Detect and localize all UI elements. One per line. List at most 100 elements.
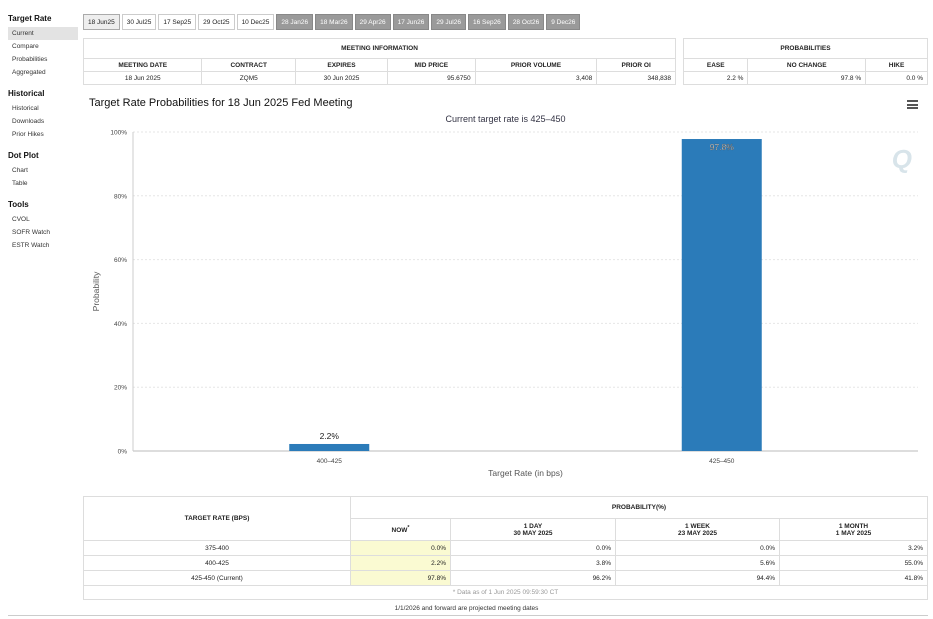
sidebar-section-tools: Tools CVOL SOFR Watch ESTR Watch bbox=[8, 200, 78, 252]
sidebar-item-probabilities[interactable]: Probabilities bbox=[12, 56, 48, 63]
tab-9-dec26[interactable]: 9 Dec26 bbox=[546, 14, 581, 30]
col-ease: EASE bbox=[682, 58, 749, 72]
bar bbox=[289, 443, 370, 451]
prior-volume-value: 3,408 bbox=[474, 71, 598, 85]
tab-29-apr26[interactable]: 29 Apr26 bbox=[354, 14, 391, 30]
meeting-date-value: 18 Jun 2025 bbox=[82, 71, 203, 85]
y-tick-label: 40% bbox=[114, 321, 127, 328]
q-logo: Q bbox=[891, 144, 912, 174]
col-prior-oi: PRIOR OI bbox=[596, 58, 676, 72]
probability-table: TARGET RATE (BPS) PROBABILITY(%) NOW* 1 … bbox=[83, 496, 928, 600]
y-tick-label: 80% bbox=[114, 193, 127, 200]
col-1-week-label: 1 WEEK bbox=[685, 522, 710, 530]
contract-value: ZQM5 bbox=[201, 71, 296, 85]
sidebar-item-historical[interactable]: Historical bbox=[12, 105, 39, 112]
col-now-mark: * bbox=[407, 524, 410, 531]
y-tick-label: 20% bbox=[114, 385, 127, 392]
col-no-change: NO CHANGE bbox=[747, 58, 867, 72]
tab-16-sep26[interactable]: 16 Sep26 bbox=[467, 14, 506, 30]
col-meeting-date: MEETING DATE bbox=[82, 58, 203, 72]
table-row: 18 Jun 2025 ZQM5 30 Jun 2025 95.6750 3,4… bbox=[82, 71, 676, 85]
meeting-information-table: MEETING INFORMATION MEETING DATE CONTRAC… bbox=[82, 38, 676, 85]
y-tick-label: 60% bbox=[114, 257, 127, 264]
col-target-rate: TARGET RATE (BPS) bbox=[83, 496, 351, 541]
tab-28-oct26[interactable]: 28 Oct26 bbox=[507, 14, 545, 30]
day-cell: 96.2% bbox=[450, 570, 616, 586]
data-as-of-note: * Data as of 1 Jun 2025 09:59:30 CT bbox=[83, 585, 928, 600]
day-cell: 0.0% bbox=[450, 540, 616, 556]
col-1-month-date: 1 MAY 2025 bbox=[835, 529, 872, 537]
sidebar-item-compare[interactable]: Compare bbox=[12, 43, 39, 50]
col-hike: HIKE bbox=[865, 58, 928, 72]
sidebar-section-historical: Historical Historical Downloads Prior Hi… bbox=[8, 89, 78, 141]
week-cell: 94.4% bbox=[615, 570, 780, 586]
projected-dates-footnote: 1/1/2026 and forward are projected meeti… bbox=[394, 605, 539, 612]
sidebar-title-tools: Tools bbox=[8, 200, 29, 209]
col-1-day-label: 1 DAY bbox=[523, 522, 543, 530]
col-probability-group: PROBABILITY(%) bbox=[350, 496, 928, 519]
ease-value: 2.2 % bbox=[682, 71, 749, 85]
sidebar: Target Rate Current Compare Probabilitie… bbox=[8, 14, 78, 262]
sidebar-title-dot-plot: Dot Plot bbox=[8, 151, 39, 160]
tab-17-jun26[interactable]: 17 Jun26 bbox=[392, 14, 430, 30]
tab-17-sep25[interactable]: 17 Sep25 bbox=[158, 14, 197, 30]
sidebar-title-target-rate: Target Rate bbox=[8, 14, 52, 23]
sidebar-item-estr-watch[interactable]: ESTR Watch bbox=[12, 242, 50, 249]
col-contract: CONTRACT bbox=[201, 58, 296, 72]
tab-10-dec25[interactable]: 10 Dec25 bbox=[236, 14, 275, 30]
month-cell: 55.0% bbox=[779, 555, 928, 571]
tab-28-jan26[interactable]: 28 Jan26 bbox=[276, 14, 314, 30]
col-1-day-date: 30 MAY 2025 bbox=[513, 529, 553, 537]
tab-29-jul26[interactable]: 29 Jul26 bbox=[431, 14, 466, 30]
bar-data-label: 97.8% bbox=[710, 142, 735, 152]
sidebar-item-cvol[interactable]: CVOL bbox=[12, 216, 30, 223]
meeting-information-heading: MEETING INFORMATION bbox=[83, 38, 676, 59]
now-cell: 2.2% bbox=[350, 555, 451, 571]
tab-29-oct25[interactable]: 29 Oct25 bbox=[198, 14, 235, 30]
table-row: 2.2 % 97.8 % 0.0 % bbox=[682, 71, 928, 85]
day-cell: 3.8% bbox=[450, 555, 616, 571]
x-tick-label: 400–425 bbox=[317, 458, 343, 465]
table-row: 425-450 (Current) 97.8% 96.2% 94.4% 41.8… bbox=[83, 570, 928, 586]
col-1-week-date: 23 MAY 2025 bbox=[677, 529, 718, 537]
x-axis-label: Target Rate (in bps) bbox=[488, 468, 563, 478]
footer-divider bbox=[8, 615, 928, 616]
sidebar-item-chart[interactable]: Chart bbox=[12, 167, 28, 174]
col-1-week: 1 WEEK 23 MAY 2025 bbox=[615, 518, 780, 541]
sidebar-section-target-rate: Target Rate Current Compare Probabilitie… bbox=[8, 14, 78, 79]
tab-18-jun25[interactable]: 18 Jun25 bbox=[83, 14, 120, 30]
col-now: NOW* bbox=[350, 518, 451, 541]
week-cell: 5.6% bbox=[615, 555, 780, 571]
month-cell: 3.2% bbox=[779, 540, 928, 556]
sidebar-item-prior-hikes[interactable]: Prior Hikes bbox=[12, 131, 44, 138]
now-cell: 97.8% bbox=[350, 570, 451, 586]
tab-18-mar26[interactable]: 18 Mar26 bbox=[315, 14, 353, 30]
sidebar-item-aggregated[interactable]: Aggregated bbox=[12, 69, 46, 76]
rate-cell: 425-450 (Current) bbox=[83, 570, 351, 586]
col-prior-volume: PRIOR VOLUME bbox=[474, 58, 598, 72]
meeting-date-tabs: 18 Jun25 30 Jul25 17 Sep25 29 Oct25 10 D… bbox=[83, 14, 581, 30]
hike-value: 0.0 % bbox=[865, 71, 928, 85]
bar-data-label: 2.2% bbox=[320, 431, 340, 441]
probabilities-heading: PROBABILITIES bbox=[683, 38, 928, 59]
col-1-month: 1 MONTH 1 MAY 2025 bbox=[779, 518, 928, 541]
probabilities-table: PROBABILITIES EASE NO CHANGE HIKE 2.2 % … bbox=[682, 38, 928, 85]
sidebar-item-current[interactable]: Current bbox=[8, 27, 78, 40]
col-expires: EXPIRES bbox=[294, 58, 389, 72]
col-now-label: NOW bbox=[391, 527, 408, 535]
col-1-day: 1 DAY 30 MAY 2025 bbox=[450, 518, 616, 541]
x-tick-label: 425–450 bbox=[709, 458, 735, 465]
no-change-value: 97.8 % bbox=[747, 71, 867, 85]
week-cell: 0.0% bbox=[615, 540, 780, 556]
mid-price-value: 95.6750 bbox=[387, 71, 476, 85]
month-cell: 41.8% bbox=[779, 570, 928, 586]
col-1-month-label: 1 MONTH bbox=[838, 522, 869, 530]
tab-30-jul25[interactable]: 30 Jul25 bbox=[121, 14, 157, 30]
sidebar-item-sofr-watch[interactable]: SOFR Watch bbox=[12, 229, 51, 236]
sidebar-item-downloads[interactable]: Downloads bbox=[12, 118, 45, 125]
col-mid-price: MID PRICE bbox=[387, 58, 476, 72]
sidebar-item-table[interactable]: Table bbox=[12, 180, 28, 187]
rate-cell: 400-425 bbox=[83, 555, 351, 571]
table-row: 375-400 0.0% 0.0% 0.0% 3.2% bbox=[83, 540, 928, 556]
hamburger-menu-icon[interactable] bbox=[907, 100, 918, 109]
